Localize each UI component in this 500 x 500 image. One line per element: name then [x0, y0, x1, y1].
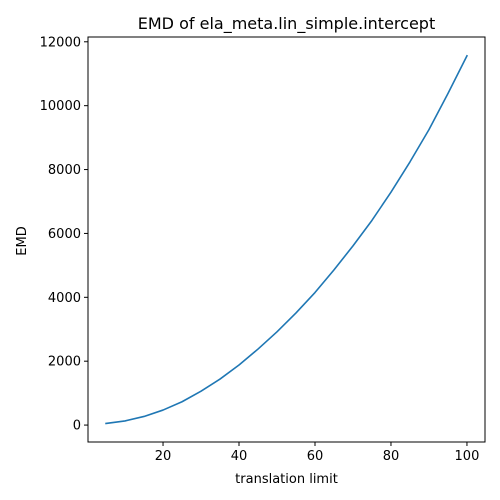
- x-tick-label-100: 100: [455, 449, 480, 464]
- y-tick-label-0: 0: [73, 419, 81, 434]
- x-tick-label-40: 40: [231, 449, 248, 464]
- y-tick-label-8000: 8000: [48, 163, 81, 178]
- y-tick-label-2000: 2000: [48, 355, 81, 370]
- plot-area: 20 40 60 80 100 0 2000 4000 6000 8000 10000 12000: [40, 35, 486, 464]
- x-tick-label-20: 20: [155, 449, 172, 464]
- y-tick-label-12000: 12000: [40, 35, 81, 50]
- plot-frame: [87, 36, 486, 443]
- y-tick-label-6000: 6000: [48, 227, 81, 242]
- y-tick-label-10000: 10000: [40, 99, 81, 114]
- x-tick-label-80: 80: [383, 449, 400, 464]
- y-tick-label-4000: 4000: [48, 291, 81, 306]
- y-axis-label: EMD: [15, 226, 30, 255]
- series-line-0: [105, 54, 469, 425]
- chart-title: EMD of ela_meta.lin_simple.intercept: [138, 14, 435, 34]
- x-tick-label-60: 60: [307, 449, 324, 464]
- x-axis-label: translation limit: [235, 472, 338, 487]
